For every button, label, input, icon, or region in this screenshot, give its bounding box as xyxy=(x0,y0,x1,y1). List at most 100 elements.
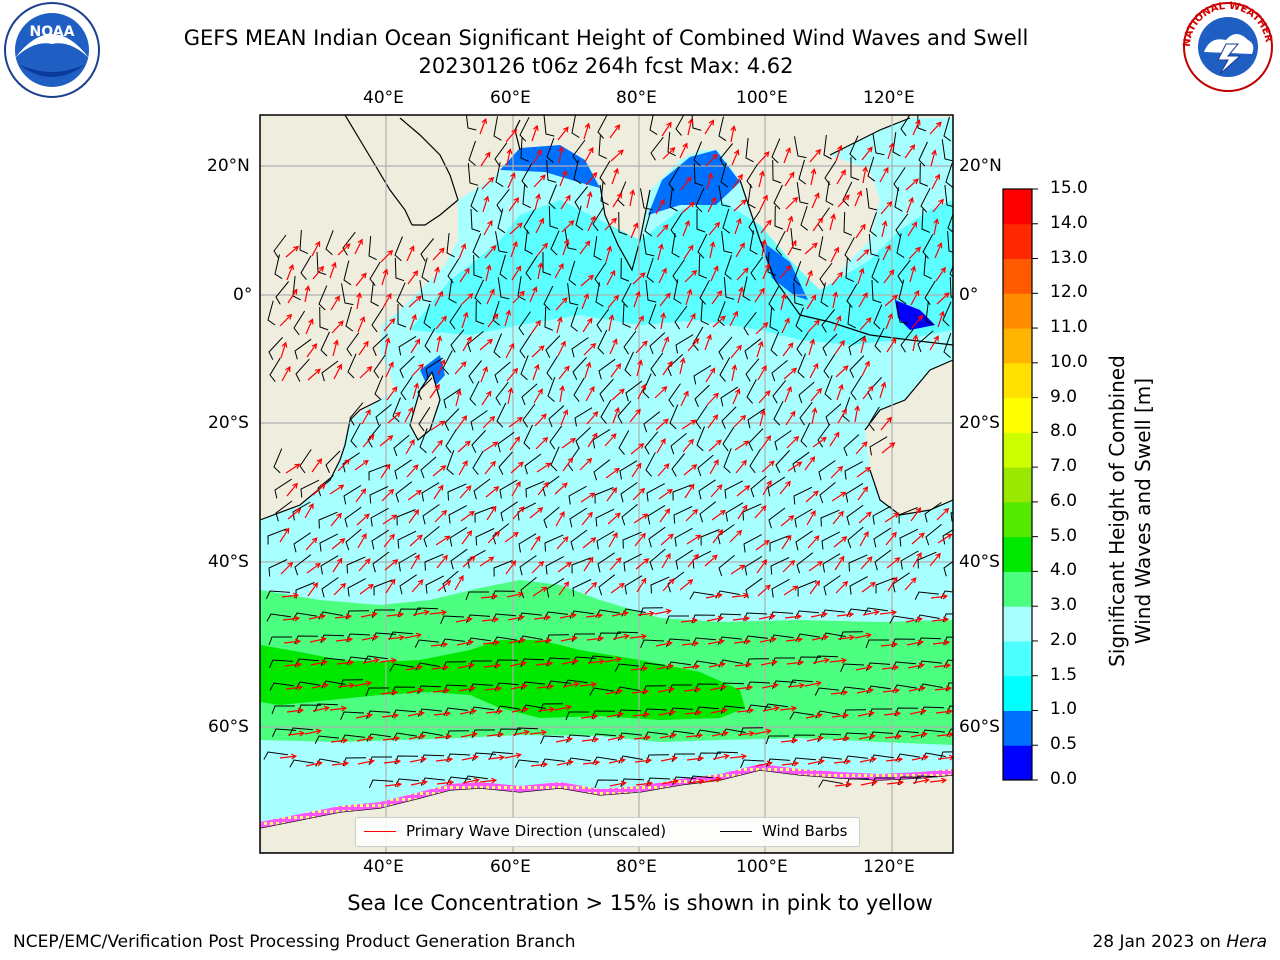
colorbar-segment xyxy=(1003,362,1032,399)
wave-direction-arrow xyxy=(555,511,565,527)
wind-barb xyxy=(543,506,560,529)
wave-direction-arrow xyxy=(654,608,672,615)
wave-direction-arrow xyxy=(580,492,596,503)
wind-barb xyxy=(342,452,360,473)
wave-direction-arrow xyxy=(655,640,673,647)
wave-direction-arrow xyxy=(304,728,322,735)
wave-direction-arrow xyxy=(656,438,666,454)
wave-direction-arrow xyxy=(357,533,367,549)
wind-barb xyxy=(699,501,717,523)
wave-direction-arrow xyxy=(810,168,817,186)
wave-direction-arrow xyxy=(380,249,394,263)
wave-direction-arrow xyxy=(505,560,517,575)
wave-direction-arrow xyxy=(932,198,944,213)
wind-barb xyxy=(695,729,720,738)
wave-direction-arrow xyxy=(911,314,924,329)
wave-direction-arrow xyxy=(580,274,595,287)
wind-barb xyxy=(867,156,876,182)
wind-barb xyxy=(790,228,802,251)
wave-direction-arrow xyxy=(505,128,518,143)
wave-direction-arrow xyxy=(708,661,726,668)
wave-direction-arrow xyxy=(529,286,538,303)
wind-barb xyxy=(293,310,306,336)
wind-barb xyxy=(645,452,656,477)
wind-barb xyxy=(473,478,491,500)
wind-barb xyxy=(498,451,513,475)
wind-barb xyxy=(399,574,417,595)
colorbar-segment xyxy=(1003,432,1032,468)
wind-barb xyxy=(845,257,855,283)
wave-direction-arrow xyxy=(562,238,570,256)
wave-direction-arrow xyxy=(706,615,724,622)
wave-direction-arrow xyxy=(862,609,880,616)
wind-barb xyxy=(795,633,820,642)
wave-direction-arrow xyxy=(811,634,829,641)
wave-direction-arrow xyxy=(508,637,526,644)
wind-barb xyxy=(744,555,763,576)
wind-barb xyxy=(671,776,697,786)
wave-direction-arrow xyxy=(584,581,598,595)
wave-direction-arrow xyxy=(956,127,963,142)
wind-barb xyxy=(275,500,293,522)
wind-barb xyxy=(299,229,309,255)
wind-barb xyxy=(522,184,531,209)
wind-barb xyxy=(568,485,587,505)
wind-barb xyxy=(495,705,520,714)
wave-direction-arrow xyxy=(856,249,870,262)
wind-barb xyxy=(350,423,361,448)
wind-barb xyxy=(697,233,708,259)
wind-barb xyxy=(914,591,939,600)
wind-barb xyxy=(772,159,782,184)
wind-barb xyxy=(518,533,537,553)
wind-barb xyxy=(392,397,401,423)
wave-direction-arrow xyxy=(581,511,593,526)
wind-barb xyxy=(563,679,588,688)
wind-barb xyxy=(818,236,827,261)
wind-barb xyxy=(545,556,564,575)
wind-barb xyxy=(918,141,928,167)
wave-direction-arrow xyxy=(304,285,311,303)
wave-direction-arrow xyxy=(912,552,922,568)
wind-barb xyxy=(849,576,868,595)
wind-barb xyxy=(825,403,842,426)
wave-direction-arrow xyxy=(355,712,373,719)
wind-barb xyxy=(747,184,756,209)
wind-barb xyxy=(495,381,509,406)
wave-direction-arrow xyxy=(958,615,974,620)
wind-barb xyxy=(345,306,354,332)
wind-barb xyxy=(723,277,735,300)
wind-barb xyxy=(720,386,739,407)
wave-direction-arrow xyxy=(829,213,836,231)
wind-barb xyxy=(750,256,764,281)
wave-direction-arrow xyxy=(687,337,700,352)
wind-barb xyxy=(314,703,339,713)
wave-direction-arrow xyxy=(610,582,625,594)
wind-barb xyxy=(691,115,702,131)
wind-barb xyxy=(768,507,786,529)
wind-barb xyxy=(623,330,637,355)
wind-barb xyxy=(470,187,479,213)
wind-barb xyxy=(471,729,495,739)
wave-direction-arrow xyxy=(330,295,340,311)
wave-direction-arrow xyxy=(784,613,803,620)
wind-barb xyxy=(321,577,339,598)
wave-direction-arrow xyxy=(861,581,876,593)
wind-barb xyxy=(722,208,731,234)
wave-direction-arrow xyxy=(384,337,391,355)
wave-direction-arrow xyxy=(679,357,686,375)
wind-barb xyxy=(847,526,864,549)
colorbar xyxy=(1002,188,1038,781)
wave-direction-arrow xyxy=(512,290,525,304)
wind-barb xyxy=(646,257,655,283)
wind-barb xyxy=(540,735,565,744)
wind-barb xyxy=(771,360,788,382)
wave-direction-arrow xyxy=(858,292,868,308)
wave-direction-arrow xyxy=(830,689,849,696)
wave-direction-arrow xyxy=(460,731,478,738)
wave-direction-arrow xyxy=(362,434,375,448)
wave-direction-arrow xyxy=(284,661,303,668)
wave-direction-arrow xyxy=(686,534,702,545)
wind-barb xyxy=(588,655,613,664)
colorbar-tick-label: 15.0 xyxy=(1050,178,1088,198)
wind-barb xyxy=(500,501,518,522)
